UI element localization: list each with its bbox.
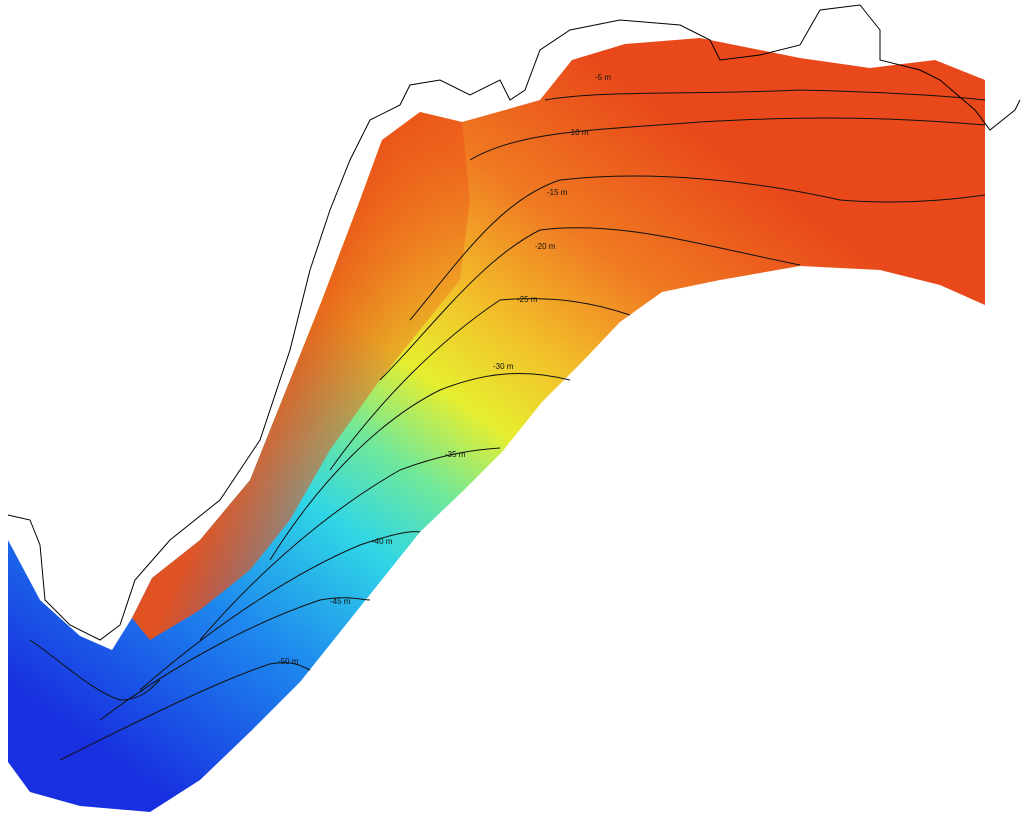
bathymetry-map: -5 m -10 m -15 m -20 m -25 m -30 m -35 m -40 m -… (0, 0, 1027, 816)
contour-label: -15 m (547, 188, 568, 197)
contour-label: -5 m (595, 73, 611, 82)
contour-label: -30 m (493, 362, 514, 371)
contour-label: -40 m (372, 537, 393, 546)
contour-label: -20 m (535, 242, 556, 251)
contour-label: -45 m (330, 597, 351, 606)
survey-area (8, 38, 985, 812)
contour-label: -10 m (568, 128, 589, 137)
contour-label: -35 m (445, 450, 466, 459)
page: -5 m -10 m -15 m -20 m -25 m -30 m -35 m -40 m -… (0, 0, 1027, 816)
contour-label: -25 m (517, 295, 538, 304)
contour-label: -50 m (278, 657, 299, 666)
